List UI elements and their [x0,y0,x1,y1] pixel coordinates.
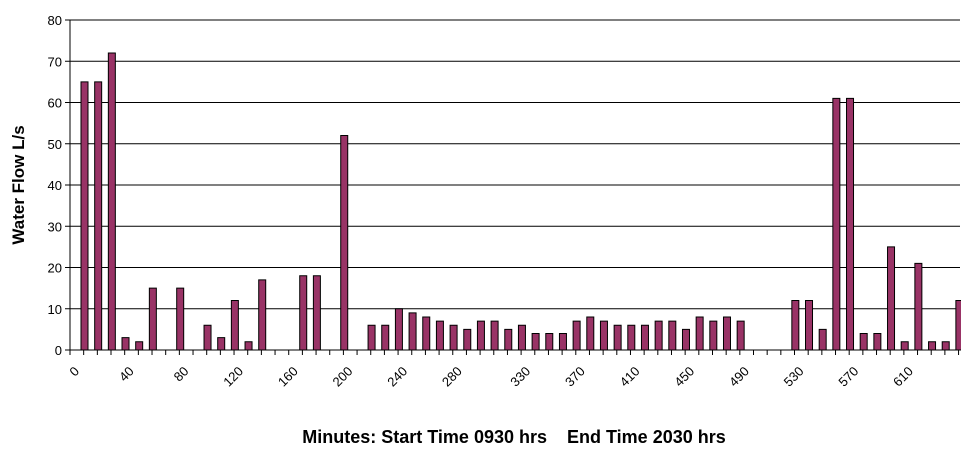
bar [572,320,581,351]
x-tick-label: 450 [671,364,697,390]
x-tick-label: 240 [384,364,410,390]
bar [736,320,745,351]
bar [859,333,868,351]
y-tick-label: 10 [48,302,62,317]
bar [914,262,923,351]
bar [490,320,499,351]
y-tick-label: 20 [48,261,62,276]
x-tick-label: 570 [835,364,861,390]
bar [846,97,855,351]
bar [654,320,663,351]
bar [217,337,226,351]
bar [640,324,649,351]
bar [422,316,431,351]
bar [312,275,321,351]
bar [340,135,349,351]
bar [408,312,417,351]
y-tick-label: 50 [48,137,62,152]
bar [627,324,636,351]
x-tick-label: 120 [220,364,246,390]
bar [873,333,882,351]
bar [449,324,458,351]
bar [176,287,185,351]
y-tick-label: 70 [48,54,62,69]
y-tick-label: 40 [48,178,62,193]
bar [791,300,800,351]
y-tick-label: 30 [48,219,62,234]
bar [148,287,157,351]
bar [599,320,608,351]
bars [80,52,961,351]
bar [94,81,103,351]
bar [299,275,308,351]
bar [135,341,144,351]
bar [504,328,513,351]
x-tick-label: 80 [171,364,192,385]
y-axis-label: Water Flow L/s [9,125,28,244]
x-tick-label: 610 [890,364,916,390]
bar [107,52,116,351]
x-tick-label: 200 [330,364,356,390]
bar [435,320,444,351]
bar [203,324,212,351]
bar [681,328,690,351]
y-tick-label: 80 [48,13,62,28]
bar [463,328,472,351]
bar [517,324,526,351]
bar [722,316,731,351]
bar [121,337,130,351]
bar [941,341,950,351]
x-tick-label: 160 [275,364,301,390]
x-tick-label: 490 [726,364,752,390]
x-tick-labels: 0 40 80 120 160 200 240 280 330 370 410 450 490 530 57… [66,364,961,390]
x-axis-label: Minutes: Start Time 0930 hrs End Time 20… [302,427,726,447]
axes [65,19,960,355]
bar [695,316,704,351]
bar [586,316,595,351]
bar [805,300,814,351]
x-tick-label: 530 [781,364,807,390]
y-tick-label: 0 [55,343,62,358]
bar [832,97,841,351]
bar [244,341,253,351]
x-tick-label: 660 [958,364,961,390]
bar [887,246,896,351]
x-tick-label: 40 [116,364,137,385]
bar [545,333,554,351]
bar [230,300,239,351]
bar [900,341,909,351]
bar [558,333,567,351]
bar [668,320,677,351]
bar [531,333,540,351]
bar [928,341,937,351]
bar [818,328,827,351]
x-tick-label: 410 [617,364,643,390]
bar [258,279,267,351]
bar [955,300,961,351]
bar [381,324,390,351]
bar [613,324,622,351]
x-tick-label: 0 [66,364,82,380]
bar [476,320,485,351]
bar [709,320,718,351]
x-tick-label: 280 [439,364,465,390]
x-tick-label: 330 [507,364,533,390]
gridlines [70,19,960,310]
bar [394,308,403,351]
y-tick-label: 60 [48,96,62,111]
y-tick-labels: 0 10 20 30 40 50 60 70 80 [48,13,62,358]
bar [80,81,89,351]
x-tick-label: 370 [562,364,588,390]
bar [367,324,376,351]
